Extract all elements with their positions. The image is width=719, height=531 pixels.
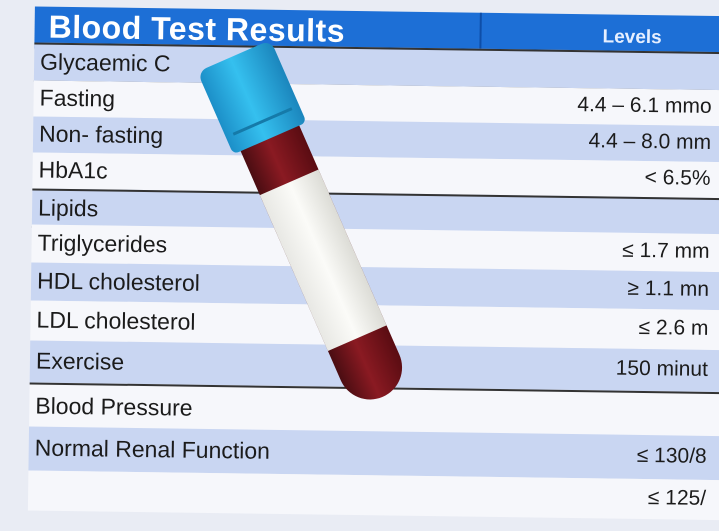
row-label: Fasting: [39, 84, 116, 112]
table-row: ≤ 125/: [27, 470, 719, 521]
row-label: Normal Renal Function: [34, 434, 271, 464]
row-label: HbA1c: [38, 156, 108, 184]
row-label: Triglycerides: [37, 229, 168, 258]
row-value: ≤ 130/8: [636, 443, 707, 468]
row-label: Lipids: [37, 194, 99, 222]
row-value: ≤ 125/: [647, 486, 707, 510]
row-value: 4.4 – 8.0 mm: [588, 129, 712, 154]
row-value: ≤ 2.6 m: [638, 315, 709, 340]
row-label: LDL cholesterol: [36, 306, 196, 335]
levels-header: Levels: [602, 26, 662, 49]
row-label: HDL cholesterol: [36, 267, 201, 296]
row-label: Glycaemic C: [39, 48, 171, 77]
row-value: 150 minut: [615, 356, 709, 381]
row-label: Blood Pressure: [35, 392, 193, 421]
row-value: 4.4 – 6.1 mmo: [577, 93, 712, 118]
row-label: Non- fasting: [38, 120, 164, 149]
row-value: ≤ 1.7 mm: [622, 238, 710, 263]
row-value: < 6.5%: [644, 166, 711, 190]
row-value: ≥ 1.1 mn: [627, 276, 710, 301]
row-label: Exercise: [35, 347, 125, 375]
